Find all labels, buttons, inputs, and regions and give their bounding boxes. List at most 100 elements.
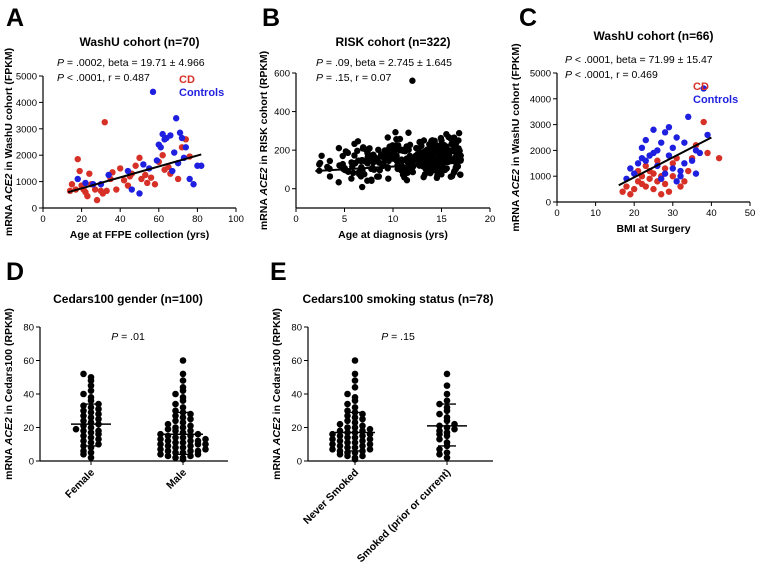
- data-point: [80, 412, 87, 420]
- data-point: [454, 163, 462, 170]
- y-tick-label: 0: [546, 198, 551, 209]
- data-point: [389, 142, 396, 149]
- data-point: [172, 439, 179, 446]
- data-point-controls: [105, 171, 112, 179]
- data-point: [157, 451, 164, 458]
- data-point-controls: [665, 152, 673, 159]
- data-point: [95, 415, 102, 423]
- y-tick-label: 600: [274, 69, 290, 80]
- x-tick-label: 0: [293, 214, 298, 225]
- data-point-cd: [113, 186, 120, 193]
- data-point-cd: [124, 182, 132, 189]
- data-point: [95, 427, 102, 435]
- data-point: [436, 427, 443, 435]
- data-point: [72, 425, 80, 433]
- data-point: [179, 357, 187, 364]
- y-axis-label: mRNA ACE2 in Cedars100 (RPKM): [3, 308, 15, 480]
- y-tick-label: 0: [297, 457, 302, 468]
- data-point: [326, 173, 334, 180]
- data-point: [335, 144, 343, 152]
- data-point: [172, 390, 179, 398]
- data-point: [392, 129, 399, 136]
- data-point: [359, 144, 367, 151]
- y-tick-label: 1000: [16, 177, 37, 188]
- y-tick-label: 5000: [16, 72, 37, 83]
- y-axis-label: mRNA ACE2 in WashU cohort (FPKM): [3, 48, 15, 236]
- stat-line-0: P < .0001, beta = 71.99 ± 15.47: [565, 54, 713, 66]
- y-tick-label: 3000: [16, 124, 37, 135]
- data-point: [179, 370, 187, 378]
- data-point: [80, 427, 87, 435]
- y-tick-label: 20: [23, 423, 34, 434]
- data-point: [187, 415, 194, 423]
- data-point: [344, 412, 351, 420]
- data-point: [80, 447, 87, 455]
- data-point: [443, 397, 451, 405]
- data-point: [359, 422, 366, 430]
- data-point-controls: [172, 115, 180, 122]
- y-tick-label: 20: [291, 423, 302, 434]
- data-point: [415, 145, 422, 152]
- data-point-cd: [74, 155, 81, 163]
- data-point: [202, 435, 209, 443]
- data-point-controls: [642, 136, 649, 144]
- panel-e-chart: 0 20 40 60 80 Cedars100 smoking status (n=78)…: [271, 292, 494, 565]
- stat-line-0: P = .0002, beta = 19.71 ± 4.966: [57, 57, 205, 69]
- data-point-controls: [140, 161, 147, 168]
- data-point-controls: [642, 157, 649, 164]
- data-point: [436, 148, 444, 155]
- data-point: [344, 400, 351, 408]
- x-tick-label: 60: [154, 214, 165, 225]
- data-point: [87, 449, 95, 456]
- data-point: [351, 152, 358, 159]
- data-point: [336, 442, 344, 450]
- data-point: [172, 400, 179, 408]
- chart-title: Cedars100 gender (n=100): [53, 292, 203, 306]
- data-point-cd: [700, 118, 707, 126]
- y-tick-label: 60: [291, 356, 302, 367]
- data-point: [401, 170, 409, 177]
- chart-title: WashU cohort (n=70): [80, 35, 200, 49]
- data-point-controls: [124, 167, 132, 175]
- data-point: [354, 138, 362, 145]
- data-point: [381, 147, 388, 154]
- panel-label-d: D: [6, 258, 24, 286]
- x-tick-label: 0: [40, 214, 45, 225]
- y-tick-label: 40: [23, 390, 34, 401]
- data-point-cd: [623, 183, 630, 190]
- panel-d-chart: 0 20 40 60 80 Cedars100 gender (n=100) P = .01…: [3, 292, 228, 501]
- data-point-controls: [685, 113, 692, 121]
- x-tick-label: 15: [436, 214, 447, 225]
- panel-label-a: A: [6, 4, 24, 32]
- data-point-cd: [661, 180, 669, 188]
- data-point: [172, 412, 179, 420]
- data-point: [339, 152, 346, 160]
- data-point-controls: [673, 134, 680, 141]
- data-point-cd: [658, 191, 665, 198]
- chart-title: RISK cohort (n=322): [335, 35, 450, 49]
- data-point: [385, 175, 392, 182]
- x-tick-label: 40: [115, 214, 126, 225]
- data-point: [172, 417, 179, 425]
- y-tick-label: 3000: [530, 120, 551, 131]
- x-category-label: Never Smoked: [301, 467, 361, 527]
- data-point: [408, 155, 415, 163]
- data-point-controls: [157, 144, 164, 151]
- data-point-cd: [101, 119, 108, 126]
- data-point: [329, 445, 336, 453]
- data-point-cd: [86, 170, 93, 177]
- data-point: [179, 384, 187, 391]
- data-point: [364, 149, 371, 157]
- data-point: [172, 454, 179, 461]
- data-point-controls: [178, 134, 186, 142]
- data-point: [344, 149, 352, 157]
- data-point: [329, 440, 336, 448]
- data-point: [420, 173, 427, 181]
- data-point-cd: [650, 185, 657, 193]
- data-point: [412, 152, 419, 159]
- data-point: [80, 370, 87, 378]
- data-point: [443, 382, 451, 389]
- data-point-cd: [76, 167, 83, 175]
- data-point-controls: [167, 132, 174, 139]
- data-point: [402, 145, 409, 153]
